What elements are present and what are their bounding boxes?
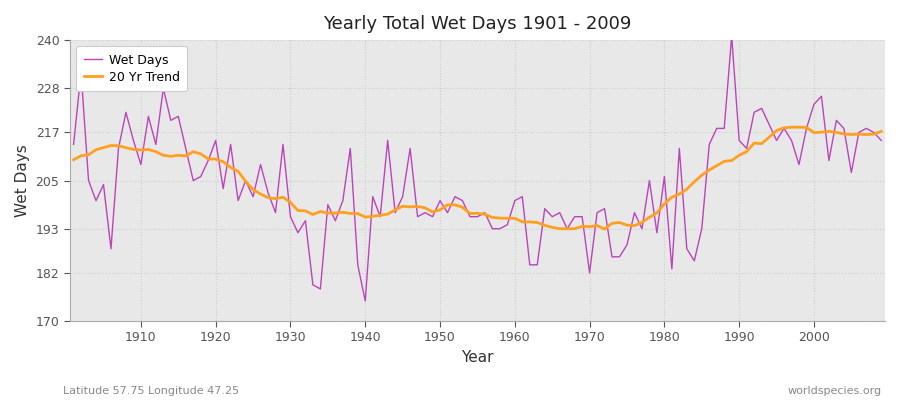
Wet Days xyxy=(726,34,737,38)
20 Yr Trend xyxy=(338,210,348,215)
Text: worldspecies.org: worldspecies.org xyxy=(788,386,882,396)
20 Yr Trend xyxy=(292,208,303,213)
Y-axis label: Wet Days: Wet Days xyxy=(15,144,30,217)
Wet Days xyxy=(509,198,520,203)
20 Yr Trend xyxy=(509,216,520,221)
Wet Days xyxy=(517,194,527,199)
20 Yr Trend xyxy=(68,157,79,162)
Wet Days xyxy=(876,138,886,143)
Wet Days xyxy=(338,198,348,203)
Text: Latitude 57.75 Longitude 47.25: Latitude 57.75 Longitude 47.25 xyxy=(63,386,239,396)
Wet Days xyxy=(292,230,303,235)
Wet Days xyxy=(360,298,371,303)
Line: Wet Days: Wet Days xyxy=(74,36,881,301)
20 Yr Trend xyxy=(599,227,610,232)
20 Yr Trend xyxy=(607,221,617,226)
X-axis label: Year: Year xyxy=(461,350,494,365)
Wet Days xyxy=(607,254,617,259)
Wet Days xyxy=(128,138,139,143)
20 Yr Trend xyxy=(786,125,796,130)
Legend: Wet Days, 20 Yr Trend: Wet Days, 20 Yr Trend xyxy=(76,46,187,91)
Title: Yearly Total Wet Days 1901 - 2009: Yearly Total Wet Days 1901 - 2009 xyxy=(323,15,632,33)
Line: 20 Yr Trend: 20 Yr Trend xyxy=(74,127,881,229)
20 Yr Trend xyxy=(502,216,513,221)
20 Yr Trend xyxy=(128,147,139,152)
20 Yr Trend xyxy=(876,129,886,134)
Wet Days xyxy=(68,142,79,147)
